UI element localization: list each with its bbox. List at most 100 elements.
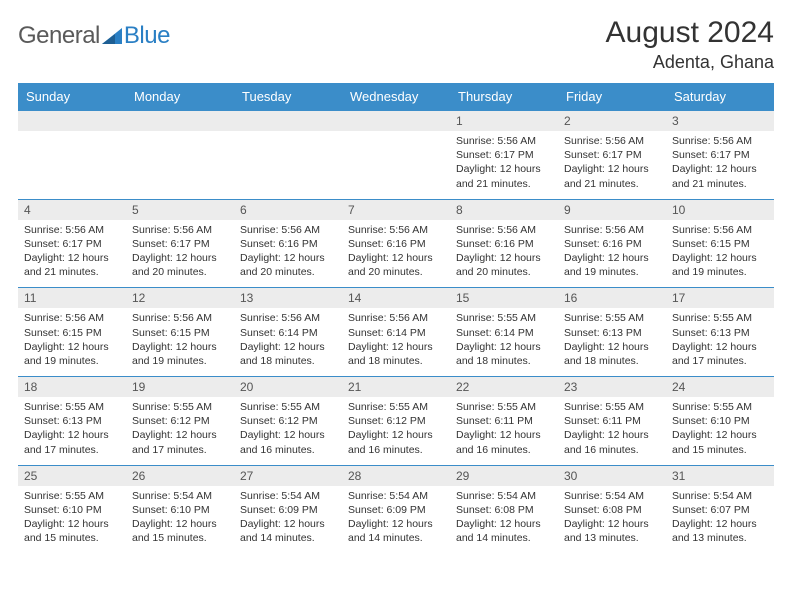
calendar-cell: 8Sunrise: 5:56 AMSunset: 6:16 PMDaylight…	[450, 199, 558, 288]
day-number: 4	[18, 200, 126, 220]
calendar-cell: 14Sunrise: 5:56 AMSunset: 6:14 PMDayligh…	[342, 288, 450, 377]
daylight-line: Daylight: 12 hours and 21 minutes.	[672, 162, 768, 190]
daylight-line: Daylight: 12 hours and 21 minutes.	[564, 162, 660, 190]
daylight-line: Daylight: 12 hours and 20 minutes.	[132, 251, 228, 279]
sunset-line: Sunset: 6:11 PM	[564, 414, 660, 428]
daylight-line: Daylight: 12 hours and 18 minutes.	[348, 340, 444, 368]
day-body: Sunrise: 5:55 AMSunset: 6:12 PMDaylight:…	[342, 397, 450, 465]
day-body: Sunrise: 5:56 AMSunset: 6:15 PMDaylight:…	[18, 308, 126, 376]
sunrise-line: Sunrise: 5:56 AM	[132, 311, 228, 325]
day-body: Sunrise: 5:56 AMSunset: 6:15 PMDaylight:…	[126, 308, 234, 376]
day-number: 7	[342, 200, 450, 220]
daylight-line: Daylight: 12 hours and 20 minutes.	[240, 251, 336, 279]
day-number: 29	[450, 466, 558, 486]
calendar-week-row: 4Sunrise: 5:56 AMSunset: 6:17 PMDaylight…	[18, 199, 774, 288]
day-number: 8	[450, 200, 558, 220]
sunset-line: Sunset: 6:13 PM	[564, 326, 660, 340]
daylight-line: Daylight: 12 hours and 16 minutes.	[348, 428, 444, 456]
sunset-line: Sunset: 6:09 PM	[348, 503, 444, 517]
day-number	[234, 111, 342, 131]
sunrise-line: Sunrise: 5:55 AM	[564, 400, 660, 414]
daylight-line: Daylight: 12 hours and 16 minutes.	[564, 428, 660, 456]
calendar-cell: 30Sunrise: 5:54 AMSunset: 6:08 PMDayligh…	[558, 465, 666, 553]
title-block: August 2024 Adenta, Ghana	[606, 16, 774, 73]
day-number: 13	[234, 288, 342, 308]
day-number: 24	[666, 377, 774, 397]
sunrise-line: Sunrise: 5:56 AM	[348, 223, 444, 237]
day-body: Sunrise: 5:56 AMSunset: 6:16 PMDaylight:…	[342, 220, 450, 288]
sunset-line: Sunset: 6:16 PM	[564, 237, 660, 251]
day-header: Tuesday	[234, 83, 342, 111]
calendar-cell: 21Sunrise: 5:55 AMSunset: 6:12 PMDayligh…	[342, 377, 450, 466]
day-number: 26	[126, 466, 234, 486]
daylight-line: Daylight: 12 hours and 16 minutes.	[240, 428, 336, 456]
day-header: Saturday	[666, 83, 774, 111]
calendar-cell	[342, 111, 450, 200]
daylight-line: Daylight: 12 hours and 19 minutes.	[672, 251, 768, 279]
day-body: Sunrise: 5:56 AMSunset: 6:14 PMDaylight:…	[342, 308, 450, 376]
sunrise-line: Sunrise: 5:55 AM	[456, 400, 552, 414]
day-number: 1	[450, 111, 558, 131]
day-number: 2	[558, 111, 666, 131]
day-body: Sunrise: 5:55 AMSunset: 6:13 PMDaylight:…	[18, 397, 126, 465]
day-body: Sunrise: 5:55 AMSunset: 6:10 PMDaylight:…	[666, 397, 774, 465]
sunrise-line: Sunrise: 5:55 AM	[348, 400, 444, 414]
sunset-line: Sunset: 6:14 PM	[456, 326, 552, 340]
calendar-cell: 17Sunrise: 5:55 AMSunset: 6:13 PMDayligh…	[666, 288, 774, 377]
day-body: Sunrise: 5:54 AMSunset: 6:10 PMDaylight:…	[126, 486, 234, 554]
sunrise-line: Sunrise: 5:55 AM	[456, 311, 552, 325]
sunset-line: Sunset: 6:17 PM	[132, 237, 228, 251]
day-header: Friday	[558, 83, 666, 111]
day-body: Sunrise: 5:55 AMSunset: 6:13 PMDaylight:…	[666, 308, 774, 376]
daylight-line: Daylight: 12 hours and 17 minutes.	[672, 340, 768, 368]
daylight-line: Daylight: 12 hours and 19 minutes.	[132, 340, 228, 368]
day-body	[342, 131, 450, 193]
sunrise-line: Sunrise: 5:56 AM	[348, 311, 444, 325]
sunset-line: Sunset: 6:14 PM	[240, 326, 336, 340]
calendar-cell	[234, 111, 342, 200]
day-body	[234, 131, 342, 193]
sunrise-line: Sunrise: 5:54 AM	[132, 489, 228, 503]
sunrise-line: Sunrise: 5:54 AM	[456, 489, 552, 503]
sunset-line: Sunset: 6:15 PM	[672, 237, 768, 251]
sunrise-line: Sunrise: 5:54 AM	[564, 489, 660, 503]
sunset-line: Sunset: 6:10 PM	[24, 503, 120, 517]
day-header: Monday	[126, 83, 234, 111]
daylight-line: Daylight: 12 hours and 20 minutes.	[456, 251, 552, 279]
calendar-cell: 19Sunrise: 5:55 AMSunset: 6:12 PMDayligh…	[126, 377, 234, 466]
day-body: Sunrise: 5:55 AMSunset: 6:11 PMDaylight:…	[558, 397, 666, 465]
calendar-body: 1Sunrise: 5:56 AMSunset: 6:17 PMDaylight…	[18, 111, 774, 554]
calendar-week-row: 18Sunrise: 5:55 AMSunset: 6:13 PMDayligh…	[18, 377, 774, 466]
calendar-cell: 9Sunrise: 5:56 AMSunset: 6:16 PMDaylight…	[558, 199, 666, 288]
day-body: Sunrise: 5:56 AMSunset: 6:16 PMDaylight:…	[558, 220, 666, 288]
daylight-line: Daylight: 12 hours and 15 minutes.	[672, 428, 768, 456]
sunrise-line: Sunrise: 5:56 AM	[456, 134, 552, 148]
day-body: Sunrise: 5:55 AMSunset: 6:14 PMDaylight:…	[450, 308, 558, 376]
day-body: Sunrise: 5:54 AMSunset: 6:09 PMDaylight:…	[342, 486, 450, 554]
day-body: Sunrise: 5:56 AMSunset: 6:17 PMDaylight:…	[558, 131, 666, 199]
sunrise-line: Sunrise: 5:56 AM	[240, 311, 336, 325]
day-body: Sunrise: 5:56 AMSunset: 6:17 PMDaylight:…	[450, 131, 558, 199]
day-header: Wednesday	[342, 83, 450, 111]
day-body: Sunrise: 5:56 AMSunset: 6:17 PMDaylight:…	[126, 220, 234, 288]
day-number: 12	[126, 288, 234, 308]
sunset-line: Sunset: 6:15 PM	[24, 326, 120, 340]
day-number: 9	[558, 200, 666, 220]
calendar-cell: 18Sunrise: 5:55 AMSunset: 6:13 PMDayligh…	[18, 377, 126, 466]
sunset-line: Sunset: 6:11 PM	[456, 414, 552, 428]
sunset-line: Sunset: 6:12 PM	[348, 414, 444, 428]
calendar-cell: 5Sunrise: 5:56 AMSunset: 6:17 PMDaylight…	[126, 199, 234, 288]
calendar-head-row: Sunday Monday Tuesday Wednesday Thursday…	[18, 83, 774, 111]
day-body: Sunrise: 5:55 AMSunset: 6:12 PMDaylight:…	[234, 397, 342, 465]
daylight-line: Daylight: 12 hours and 13 minutes.	[672, 517, 768, 545]
daylight-line: Daylight: 12 hours and 18 minutes.	[456, 340, 552, 368]
logo-word1: General	[18, 22, 100, 50]
logo-word2: Blue	[124, 22, 170, 50]
calendar-cell: 26Sunrise: 5:54 AMSunset: 6:10 PMDayligh…	[126, 465, 234, 553]
calendar-cell: 22Sunrise: 5:55 AMSunset: 6:11 PMDayligh…	[450, 377, 558, 466]
daylight-line: Daylight: 12 hours and 15 minutes.	[24, 517, 120, 545]
sunrise-line: Sunrise: 5:56 AM	[240, 223, 336, 237]
sunset-line: Sunset: 6:14 PM	[348, 326, 444, 340]
daylight-line: Daylight: 12 hours and 18 minutes.	[240, 340, 336, 368]
day-number: 20	[234, 377, 342, 397]
